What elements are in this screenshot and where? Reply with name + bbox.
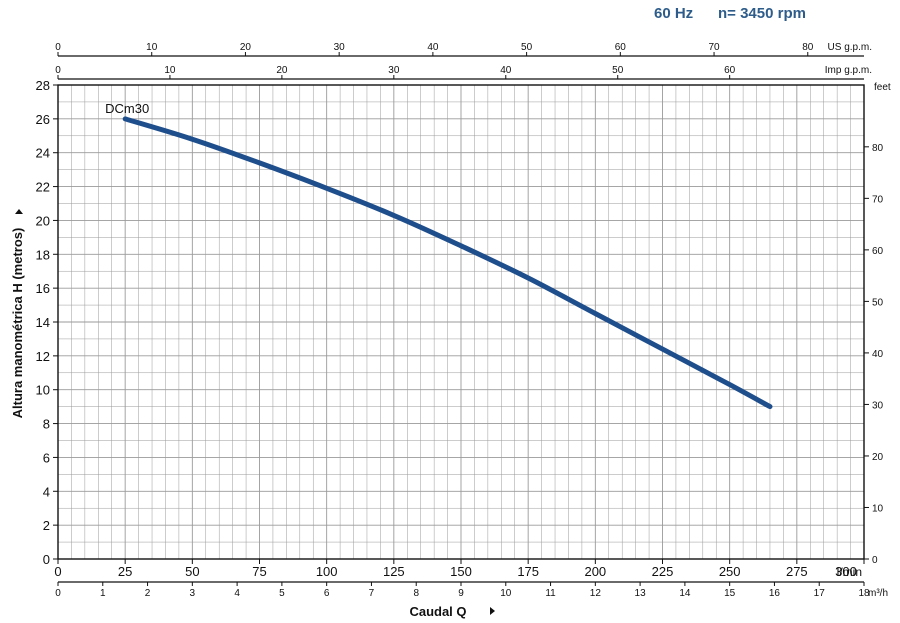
x-usgpm-tick-label: 40 bbox=[427, 42, 439, 53]
x-impgpm-tick-label: 60 bbox=[724, 65, 736, 76]
y-feet-unit-label: feet bbox=[874, 82, 891, 93]
x-m3h-unit-label: m³/h bbox=[868, 588, 888, 599]
header-speed: n= 3450 rpm bbox=[718, 5, 806, 22]
x-usgpm-tick-label: 80 bbox=[802, 42, 814, 53]
series-layer: DCm30 bbox=[105, 101, 773, 410]
x-usgpm-unit-label: US g.p.m. bbox=[828, 42, 872, 53]
x-tick-label: 200 bbox=[584, 564, 606, 579]
x-m3h-tick-label: 9 bbox=[458, 588, 464, 599]
x-axis-title: Caudal Q bbox=[409, 604, 466, 619]
series-label-DCm30: DCm30 bbox=[105, 101, 149, 116]
x-impgpm-unit-label: Imp g.p.m. bbox=[825, 65, 872, 76]
y-tick-label: 26 bbox=[36, 112, 50, 127]
y-tick-label: 14 bbox=[36, 315, 50, 330]
x-tick-label: 225 bbox=[652, 564, 674, 579]
x-m3h-tick-label: 0 bbox=[55, 588, 61, 599]
y-feet-tick-label: 60 bbox=[872, 246, 884, 257]
x-m3h-tick-label: 13 bbox=[635, 588, 647, 599]
x-m3h-tick-label: 17 bbox=[814, 588, 826, 599]
x-usgpm-tick-label: 0 bbox=[55, 42, 61, 53]
x-m3h-tick-label: 3 bbox=[190, 588, 196, 599]
y-feet-tick-label: 10 bbox=[872, 503, 884, 514]
x-tick-label: 275 bbox=[786, 564, 808, 579]
y-axis-title: Altura manométrica H (metros) bbox=[10, 228, 25, 419]
x-m3h-tick-label: 6 bbox=[324, 588, 330, 599]
x-m3h-tick-label: 7 bbox=[369, 588, 375, 599]
y-feet-tick-label: 40 bbox=[872, 349, 884, 360]
series-line-DCm30 bbox=[122, 116, 773, 410]
x-tick-label: 75 bbox=[252, 564, 266, 579]
y-tick-label: 8 bbox=[43, 417, 50, 432]
y-feet-tick-label: 0 bbox=[872, 555, 878, 566]
x-usgpm-tick-label: 30 bbox=[334, 42, 346, 53]
x-tick-label: 300 bbox=[835, 564, 857, 579]
y-tick-label: 16 bbox=[36, 281, 50, 296]
x-usgpm-tick-label: 50 bbox=[521, 42, 533, 53]
x-unit-label: l/min bbox=[837, 565, 862, 579]
axes: 0246810121416182022242628010203040506070… bbox=[36, 42, 891, 599]
y-axis-title-arrow-icon bbox=[15, 209, 23, 214]
x-axis-title-arrow-icon bbox=[490, 607, 495, 615]
x-m3h-tick-label: 16 bbox=[769, 588, 781, 599]
y-tick-label: 28 bbox=[36, 78, 50, 93]
y-feet-tick-label: 50 bbox=[872, 297, 884, 308]
x-m3h-tick-label: 14 bbox=[679, 588, 691, 599]
y-tick-label: 0 bbox=[43, 552, 50, 567]
y-tick-label: 10 bbox=[36, 383, 50, 398]
y-feet-tick-label: 70 bbox=[872, 194, 884, 205]
x-m3h-tick-label: 1 bbox=[100, 588, 106, 599]
x-usgpm-tick-label: 20 bbox=[240, 42, 252, 53]
x-tick-label: 100 bbox=[316, 564, 338, 579]
x-m3h-tick-label: 2 bbox=[145, 588, 151, 599]
x-usgpm-tick-label: 70 bbox=[708, 42, 720, 53]
x-impgpm-tick-label: 10 bbox=[164, 65, 176, 76]
x-m3h-tick-label: 10 bbox=[500, 588, 512, 599]
y-tick-label: 22 bbox=[36, 180, 50, 195]
header-frequency: 60 Hz bbox=[654, 5, 693, 22]
x-m3h-tick-label: 12 bbox=[590, 588, 602, 599]
y-tick-label: 6 bbox=[43, 450, 50, 465]
x-tick-label: 25 bbox=[118, 564, 132, 579]
y-tick-label: 20 bbox=[36, 213, 50, 228]
y-tick-label: 4 bbox=[43, 484, 50, 499]
x-impgpm-tick-label: 0 bbox=[55, 65, 61, 76]
x-impgpm-tick-label: 40 bbox=[500, 65, 512, 76]
y-feet-tick-label: 30 bbox=[872, 400, 884, 411]
y-tick-label: 24 bbox=[36, 146, 50, 161]
x-m3h-tick-label: 11 bbox=[545, 588, 556, 599]
x-tick-label: 150 bbox=[450, 564, 472, 579]
x-tick-label: 175 bbox=[517, 564, 539, 579]
x-m3h-tick-label: 15 bbox=[724, 588, 736, 599]
x-m3h-tick-label: 8 bbox=[413, 588, 419, 599]
y-tick-label: 2 bbox=[43, 518, 50, 533]
x-impgpm-tick-label: 20 bbox=[276, 65, 288, 76]
x-tick-label: 50 bbox=[185, 564, 199, 579]
x-usgpm-tick-label: 10 bbox=[146, 42, 158, 53]
y-tick-label: 18 bbox=[36, 247, 50, 262]
x-tick-label: 0 bbox=[54, 564, 61, 579]
x-m3h-tick-label: 18 bbox=[858, 588, 870, 599]
x-usgpm-tick-label: 60 bbox=[615, 42, 627, 53]
grid bbox=[57, 84, 865, 560]
x-tick-label: 250 bbox=[719, 564, 741, 579]
y-feet-tick-label: 20 bbox=[872, 452, 884, 463]
y-tick-label: 12 bbox=[36, 349, 50, 364]
x-tick-label: 125 bbox=[383, 564, 405, 579]
x-m3h-tick-label: 4 bbox=[234, 588, 240, 599]
x-m3h-tick-label: 5 bbox=[279, 588, 285, 599]
x-impgpm-tick-label: 50 bbox=[612, 65, 624, 76]
y-feet-tick-label: 80 bbox=[872, 143, 884, 154]
x-impgpm-tick-label: 30 bbox=[388, 65, 400, 76]
